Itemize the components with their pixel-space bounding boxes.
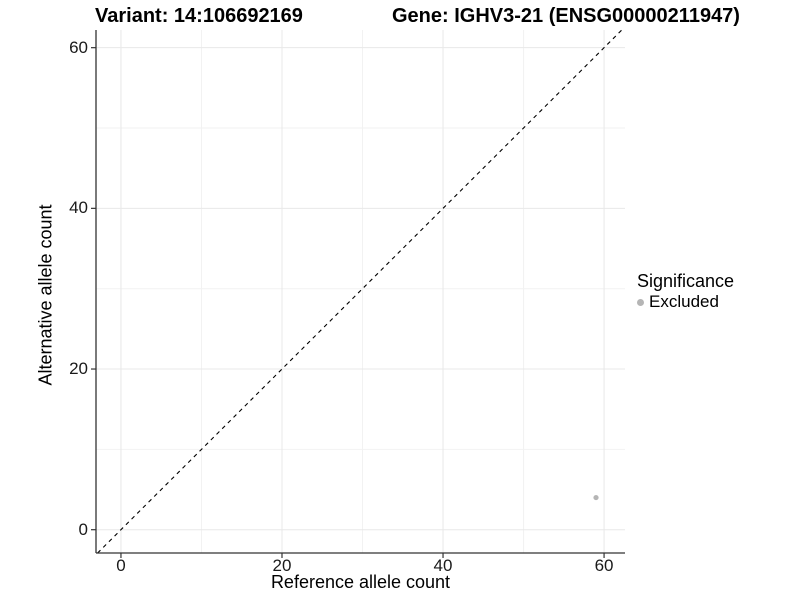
x-tick-label: 60	[594, 556, 614, 575]
legend-item-label: Excluded	[649, 292, 719, 311]
plot-title-variant: Variant: 14:106692169	[95, 5, 303, 27]
y-tick-label: 60	[69, 37, 88, 57]
x-axis-label: Reference allele count	[270, 572, 451, 592]
legend: Significance Excluded	[637, 270, 734, 312]
identity-reference-line	[97, 29, 623, 554]
data-point	[593, 494, 599, 501]
x-tick-label: 40	[433, 556, 453, 575]
x-tick-label: 20	[272, 556, 292, 575]
y-tick-label: 40	[69, 198, 88, 218]
legend-title: Significance	[637, 271, 735, 291]
legend-item-excluded: Excluded	[637, 292, 734, 312]
y-tick-label: 0	[78, 519, 88, 539]
x-tick-label: 0	[116, 556, 126, 575]
legend-point-icon	[637, 298, 644, 306]
plot-title-gene: Gene: IGHV3-21 (ENSG00000211947)	[392, 5, 740, 27]
y-tick-label: 20	[69, 359, 88, 379]
